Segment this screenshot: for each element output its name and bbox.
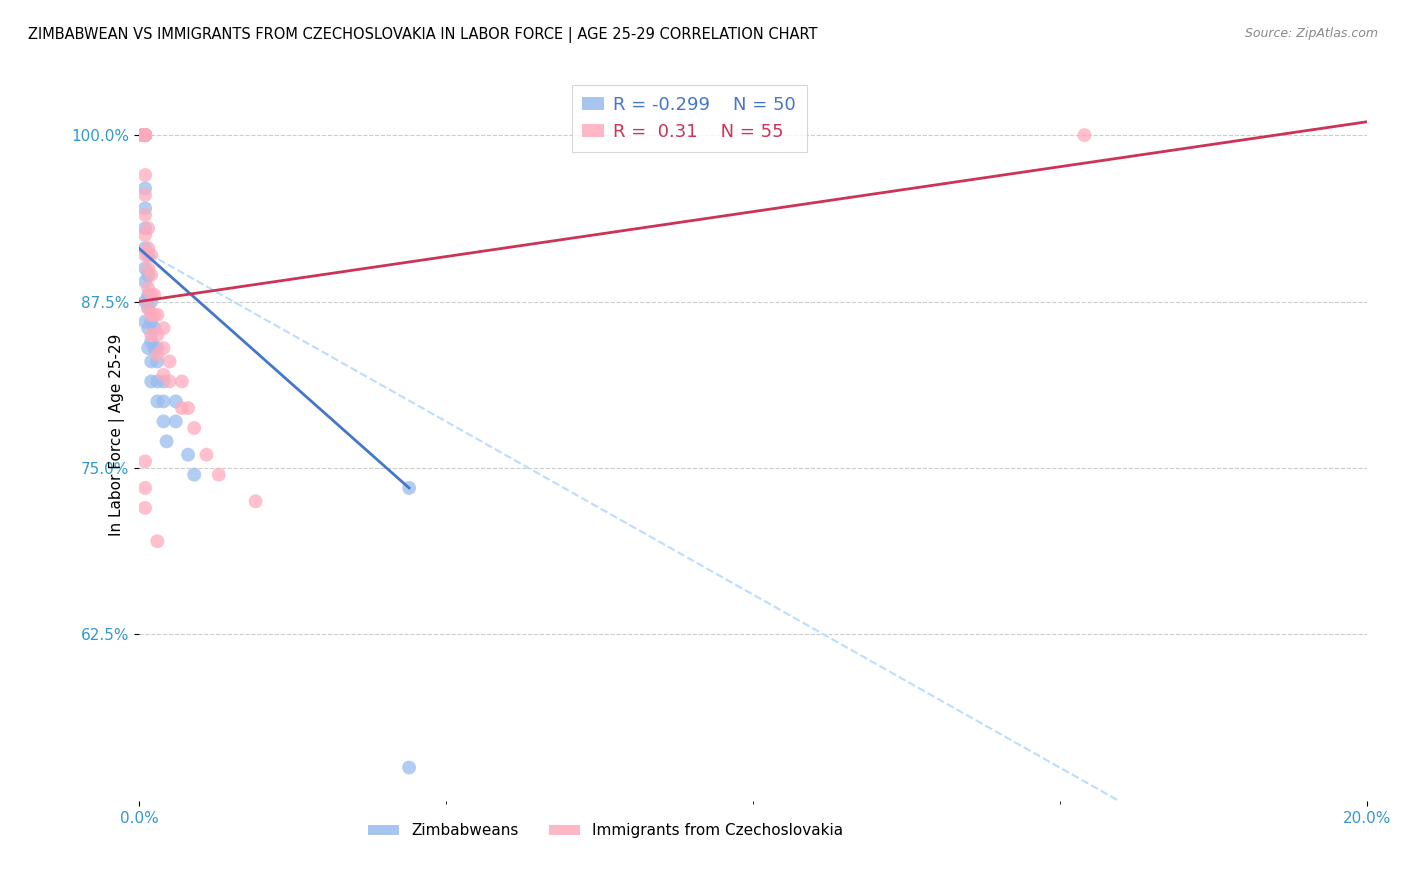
Point [146, 354, 169, 368]
Point [136, 321, 159, 335]
Point [136, 248, 159, 262]
Point [141, 294, 163, 309]
Point [134, 128, 156, 142]
Point [134, 188, 156, 202]
Point [136, 221, 159, 235]
Point [136, 301, 159, 316]
Point [134, 128, 156, 142]
Point [155, 434, 177, 449]
Point [134, 128, 156, 142]
Point [143, 321, 166, 335]
Point [134, 128, 156, 142]
Point [146, 308, 169, 322]
Point [134, 202, 156, 216]
Point [136, 341, 159, 355]
Point [141, 354, 163, 368]
Point [141, 268, 163, 282]
Point [183, 421, 205, 435]
Point [134, 128, 156, 142]
Point [134, 128, 156, 142]
Point [134, 314, 156, 328]
Point [134, 208, 156, 222]
Point [134, 128, 156, 142]
Point [134, 500, 156, 515]
Point [141, 308, 163, 322]
Point [170, 375, 193, 389]
Point [134, 128, 156, 142]
Point [159, 354, 181, 368]
Point [136, 241, 159, 255]
Point [134, 261, 156, 276]
Point [134, 221, 156, 235]
Point [152, 341, 174, 355]
Point [141, 288, 163, 302]
Point [134, 128, 156, 142]
Point [170, 401, 193, 415]
Point [177, 401, 200, 415]
Point [136, 281, 159, 295]
Point [134, 128, 156, 142]
Point [143, 341, 166, 355]
Point [146, 348, 169, 362]
Point [134, 454, 156, 468]
Point [245, 494, 267, 508]
Point [134, 481, 156, 495]
Point [141, 375, 163, 389]
Point [131, 128, 153, 142]
Point [177, 448, 200, 462]
Point [136, 301, 159, 316]
Point [134, 181, 156, 195]
Point [134, 168, 156, 182]
Point [146, 394, 169, 409]
Point [131, 128, 153, 142]
Point [143, 308, 166, 322]
Point [134, 275, 156, 289]
Point [141, 314, 163, 328]
Point [141, 334, 163, 349]
Point [152, 368, 174, 382]
Point [165, 414, 187, 428]
Point [183, 467, 205, 482]
Point [136, 288, 159, 302]
Point [134, 294, 156, 309]
Point [159, 375, 181, 389]
Point [165, 394, 187, 409]
Point [134, 128, 156, 142]
Point [141, 248, 163, 262]
Point [146, 375, 169, 389]
Legend: Zimbabweans, Immigrants from Czechoslovakia: Zimbabweans, Immigrants from Czechoslova… [363, 817, 849, 845]
Point [134, 128, 156, 142]
Point [152, 375, 174, 389]
Point [134, 128, 156, 142]
Text: Source: ZipAtlas.com: Source: ZipAtlas.com [1244, 27, 1378, 40]
Point [152, 394, 174, 409]
Point [134, 227, 156, 242]
Point [134, 128, 156, 142]
Point [134, 128, 156, 142]
Point [1073, 128, 1095, 142]
Point [136, 261, 159, 276]
Point [146, 341, 169, 355]
Point [134, 248, 156, 262]
Point [398, 481, 420, 495]
Point [152, 321, 174, 335]
Text: ZIMBABWEAN VS IMMIGRANTS FROM CZECHOSLOVAKIA IN LABOR FORCE | AGE 25-29 CORRELAT: ZIMBABWEAN VS IMMIGRANTS FROM CZECHOSLOV… [28, 27, 818, 43]
Point [134, 128, 156, 142]
Y-axis label: In Labor Force | Age 25-29: In Labor Force | Age 25-29 [110, 334, 125, 536]
Point [195, 448, 218, 462]
Point [146, 327, 169, 342]
Point [143, 288, 166, 302]
Point [398, 761, 420, 775]
Point [134, 128, 156, 142]
Point [134, 241, 156, 255]
Point [152, 414, 174, 428]
Point [134, 128, 156, 142]
Point [136, 268, 159, 282]
Point [208, 467, 231, 482]
Point [141, 327, 163, 342]
Point [146, 534, 169, 549]
